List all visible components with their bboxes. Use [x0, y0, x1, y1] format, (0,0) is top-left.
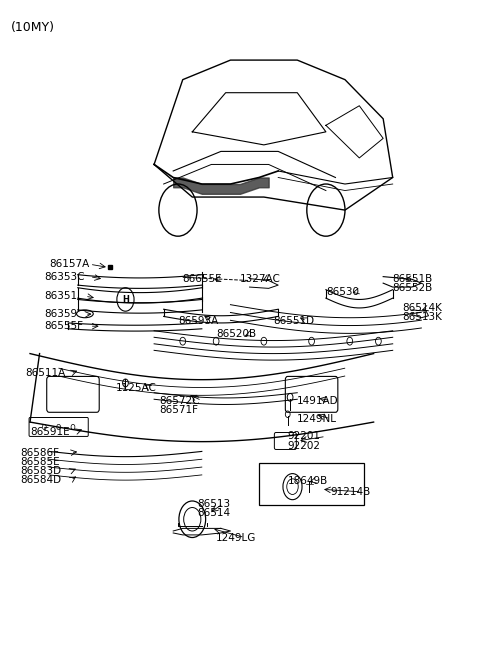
- Text: 86514: 86514: [197, 508, 230, 517]
- Text: (10MY): (10MY): [11, 21, 55, 34]
- Text: 86593A: 86593A: [178, 316, 218, 326]
- Text: 86584D: 86584D: [21, 475, 61, 485]
- Text: 86513: 86513: [197, 498, 230, 508]
- Text: 86585E: 86585E: [21, 457, 60, 467]
- Text: 1491AD: 1491AD: [297, 396, 339, 405]
- Text: 86551D: 86551D: [274, 316, 314, 326]
- Text: 86555F: 86555F: [44, 321, 84, 331]
- Text: 86359: 86359: [44, 309, 77, 320]
- Text: 86157A: 86157A: [49, 259, 89, 269]
- Text: 1249NL: 1249NL: [297, 414, 337, 424]
- Text: 86583D: 86583D: [21, 466, 61, 476]
- Text: 86572C: 86572C: [159, 396, 199, 405]
- Text: 86571F: 86571F: [159, 405, 198, 415]
- Text: 1125AC: 1125AC: [116, 383, 157, 392]
- Text: 86586F: 86586F: [21, 448, 60, 458]
- Text: 1249LG: 1249LG: [216, 533, 256, 542]
- Text: 1327AC: 1327AC: [240, 274, 281, 284]
- Text: 86513K: 86513K: [402, 312, 442, 322]
- Text: H: H: [122, 295, 129, 304]
- Text: 91214B: 91214B: [331, 487, 371, 497]
- Text: 86655E: 86655E: [183, 274, 222, 284]
- Text: 86551B: 86551B: [393, 274, 433, 284]
- Text: 86511A: 86511A: [25, 368, 65, 378]
- Text: 86514K: 86514K: [402, 303, 442, 313]
- Text: 92201: 92201: [288, 432, 321, 441]
- Text: 86353C: 86353C: [44, 272, 85, 282]
- Text: 86591E: 86591E: [30, 427, 70, 437]
- Text: 92202: 92202: [288, 441, 321, 451]
- Text: 86351: 86351: [44, 291, 77, 301]
- Text: 86530: 86530: [326, 287, 359, 297]
- Text: 86552B: 86552B: [393, 283, 433, 293]
- Text: 18649B: 18649B: [288, 476, 328, 486]
- Text: 86520B: 86520B: [216, 329, 256, 339]
